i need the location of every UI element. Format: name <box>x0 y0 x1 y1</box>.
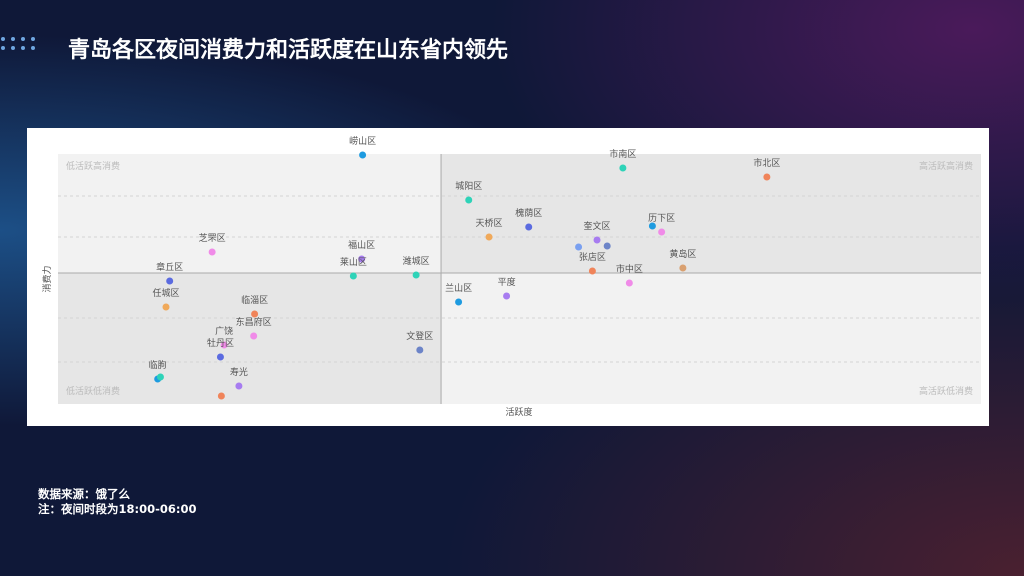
point-label: 崂山区 <box>349 136 376 147</box>
point-label: 章丘区 <box>156 261 183 273</box>
dots-icon <box>1 37 35 50</box>
point <box>648 222 656 230</box>
point <box>250 332 258 340</box>
y-label: 消费力 <box>41 265 53 292</box>
point <box>156 373 164 381</box>
x-label: 活跃度 <box>505 406 532 418</box>
point-label: 历下区 <box>648 213 675 224</box>
point-label: 市南区 <box>609 148 636 160</box>
point-label: 寿光 <box>230 366 248 378</box>
quadrant-label: 高活跃低消费 <box>919 385 973 397</box>
point-label: 城阳区 <box>455 181 482 192</box>
point <box>455 298 463 306</box>
point-label: 槐荫区 <box>515 207 542 219</box>
quadrant-label: 低活跃高消费 <box>66 160 120 172</box>
point-label: 临淄区 <box>241 294 268 306</box>
title: 青岛各区夜间消费力和活跃度在山东省内领先 <box>68 38 509 63</box>
quadrant <box>441 154 981 273</box>
point <box>412 271 420 279</box>
point-label: 黄岛区 <box>669 248 696 260</box>
point-label: 芝罘区 <box>199 232 226 244</box>
point-label: 莱山区 <box>340 256 367 268</box>
point-label: 张店区 <box>579 251 606 263</box>
point <box>658 228 666 236</box>
point-label: 东昌府区 <box>236 316 272 328</box>
point <box>588 267 596 275</box>
point-label: 任城区 <box>152 287 179 299</box>
point <box>220 341 228 349</box>
point-label: 市北区 <box>753 157 780 169</box>
point <box>593 236 601 244</box>
point-label: 天桥区 <box>476 217 503 229</box>
point <box>359 151 367 159</box>
point <box>679 264 687 272</box>
point-label: 潍城区 <box>403 255 430 267</box>
grid <box>58 195 981 363</box>
point <box>503 292 511 300</box>
source: 数据来源：饿了么 <box>38 487 130 501</box>
point <box>358 255 366 263</box>
quadrant <box>58 273 442 404</box>
point-label: 市中区 <box>616 263 643 275</box>
point <box>166 277 174 285</box>
point <box>525 223 533 231</box>
point-label: 兰山区 <box>445 282 472 294</box>
point <box>485 233 493 241</box>
point <box>603 242 611 250</box>
point <box>619 164 627 172</box>
point <box>235 382 243 390</box>
point-label: 奎文区 <box>584 220 611 232</box>
point <box>251 310 259 318</box>
point <box>217 392 225 400</box>
point-label: 福山区 <box>348 239 375 251</box>
point <box>465 196 473 204</box>
point-label: 牡丹区 <box>207 337 234 349</box>
point <box>208 248 216 256</box>
quadrant-label: 低活跃低消费 <box>66 385 120 397</box>
point <box>416 346 424 354</box>
point-label: 临朐 <box>149 359 167 371</box>
point <box>349 272 357 280</box>
point <box>625 279 633 287</box>
note: 注：夜间时段为18:00-06:00 <box>38 502 197 516</box>
point <box>216 353 224 361</box>
point-label: 平度 <box>498 276 516 288</box>
point <box>763 173 771 181</box>
point-label: 文登区 <box>406 330 433 342</box>
quadrant-label: 高活跃高消费 <box>919 160 973 172</box>
point <box>162 303 170 311</box>
point <box>575 243 583 251</box>
point-label: 广饶 <box>215 325 233 337</box>
